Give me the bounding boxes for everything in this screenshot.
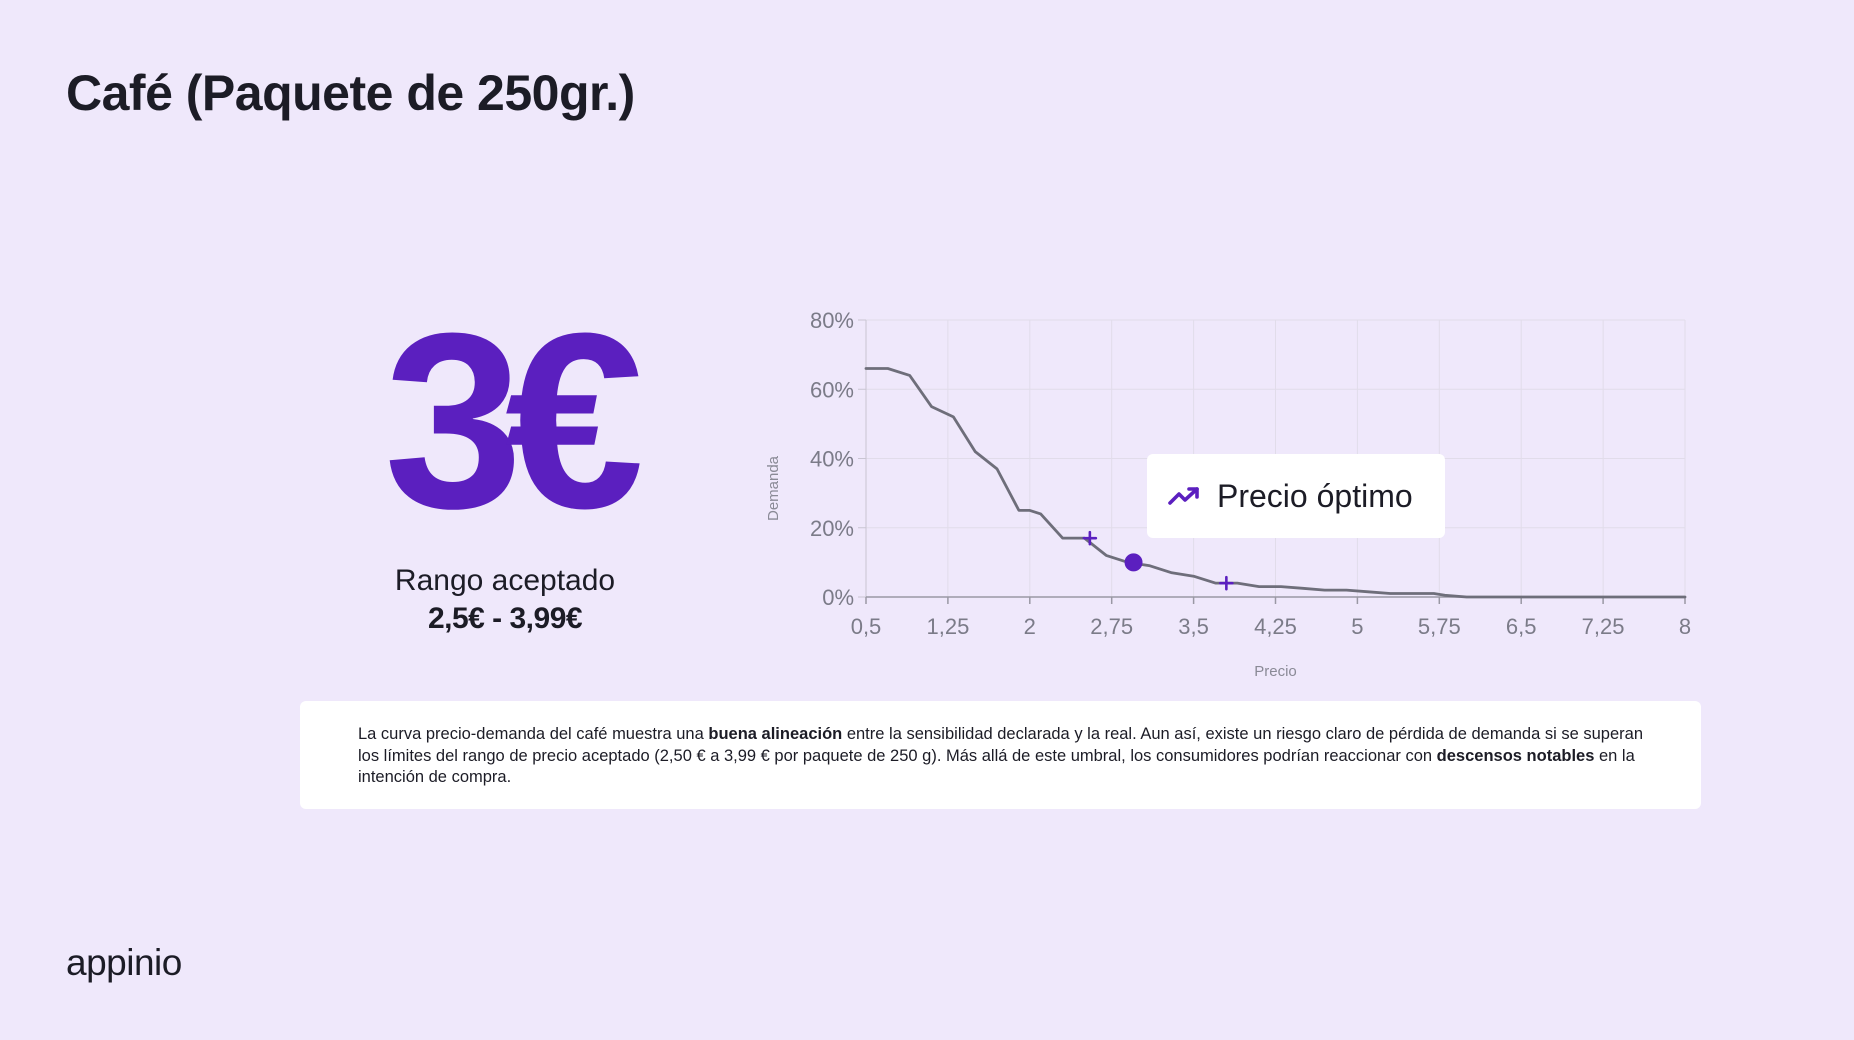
accepted-range: Rango aceptado 2,5€ - 3,99€ — [330, 562, 680, 638]
trending-up-icon — [1168, 487, 1199, 505]
y-tick-label: 60% — [810, 377, 854, 402]
description-bold: buena alineación — [708, 725, 843, 743]
x-tick-label: 6,5 — [1506, 614, 1537, 639]
y-tick-label: 0% — [822, 585, 854, 610]
x-tick-label: 8 — [1679, 614, 1691, 639]
description-text: entre la sensibilidad declarada y la rea… — [358, 725, 1643, 765]
y-tick-label: 20% — [810, 516, 854, 541]
chart-description: La curva precio-demanda del café muestra… — [300, 701, 1701, 809]
x-tick-label: 0,5 — [851, 614, 882, 639]
x-tick-label: 7,25 — [1582, 614, 1625, 639]
x-tick-label: 2 — [1024, 614, 1036, 639]
x-tick-label: 5,75 — [1418, 614, 1461, 639]
optimal-price-callout: Precio óptimo — [1147, 454, 1445, 538]
range-value: 2,5€ - 3,99€ — [427, 602, 583, 635]
range-label: Rango aceptado — [394, 564, 616, 597]
x-tick-label: 2,75 — [1090, 614, 1133, 639]
x-axis-title: Precio — [1254, 663, 1297, 680]
appinio-logo: appinio — [66, 942, 182, 983]
optimal-price-value: 3€ — [383, 281, 644, 560]
slide-title: Café (Paquete de 250gr.) — [66, 65, 635, 121]
range-limit-marker — [1082, 530, 1098, 546]
x-tick-label: 5 — [1351, 614, 1363, 639]
x-tick-label: 1,25 — [926, 614, 969, 639]
y-axis-title: Demanda — [765, 455, 782, 521]
x-tick-label: 3,5 — [1178, 614, 1209, 639]
description-text: en la intención de compra. — [358, 746, 1635, 787]
description-bold: descensos notables — [1436, 746, 1595, 765]
optimal-price-marker — [1124, 553, 1143, 572]
x-tick-label: 4,25 — [1254, 614, 1297, 639]
description-text: La curva precio-demanda del café muestra… — [358, 725, 709, 743]
y-tick-label: 80% — [810, 308, 854, 333]
callout-label: Precio óptimo — [1217, 477, 1413, 514]
demand-curve-line — [864, 367, 1687, 599]
range-limit-marker — [1219, 575, 1234, 591]
y-tick-label: 40% — [810, 447, 854, 472]
